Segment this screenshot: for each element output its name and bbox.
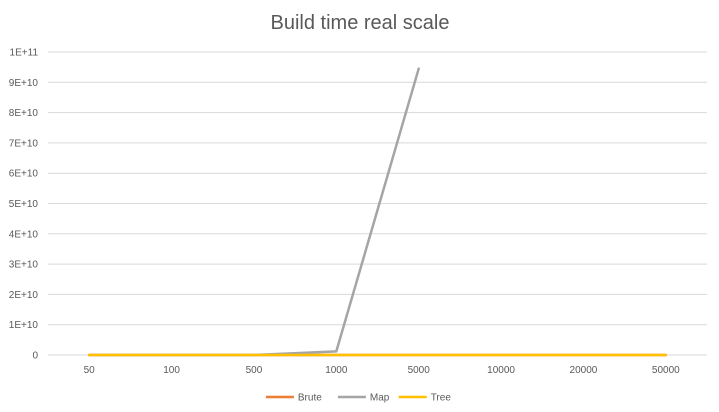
- y-axis-ticks: 0 1E+10 2E+10 3E+10 4E+10 5E+10 6E+10 7E+10 8E+1…: [9, 48, 39, 362]
- y-tick-label: 4E+10: [9, 229, 39, 240]
- series-lines: [87, 67, 668, 357]
- x-tick-label: 100: [163, 365, 180, 376]
- legend-item-tree: Tree: [398, 393, 452, 404]
- chart-title: Build time real scale: [271, 12, 450, 34]
- x-axis-ticks: 50 100 500 1000 5000 10000 20000 50000: [84, 365, 681, 376]
- x-tick-label: 5000: [408, 365, 431, 376]
- y-tick-label: 6E+10: [9, 169, 39, 180]
- legend: Brute Map Tree: [265, 393, 452, 404]
- y-tick-label: 0: [32, 351, 38, 362]
- legend-item-map: Map: [337, 393, 390, 404]
- legend-label: Tree: [431, 393, 452, 404]
- x-tick-label: 50000: [652, 365, 680, 376]
- y-tick-label: 9E+10: [9, 78, 39, 89]
- x-tick-label: 500: [246, 365, 263, 376]
- legend-label: Brute: [298, 393, 322, 404]
- y-tick-label: 3E+10: [9, 260, 39, 271]
- gridlines: [48, 51, 707, 356]
- x-tick-label: 20000: [570, 365, 598, 376]
- legend-item-brute: Brute: [265, 393, 322, 404]
- x-tick-label: 1000: [325, 365, 348, 376]
- y-tick-label: 1E+10: [9, 320, 39, 331]
- y-tick-label: 1E+11: [10, 48, 39, 59]
- x-tick-label: 10000: [487, 365, 515, 376]
- series-line-map: [87, 67, 420, 357]
- y-tick-label: 8E+10: [9, 108, 39, 119]
- x-tick-label: 50: [84, 365, 96, 376]
- y-tick-label: 5E+10: [9, 199, 39, 210]
- y-tick-label: 2E+10: [9, 290, 39, 301]
- y-tick-label: 7E+10: [9, 138, 39, 149]
- legend-label: Map: [370, 393, 390, 404]
